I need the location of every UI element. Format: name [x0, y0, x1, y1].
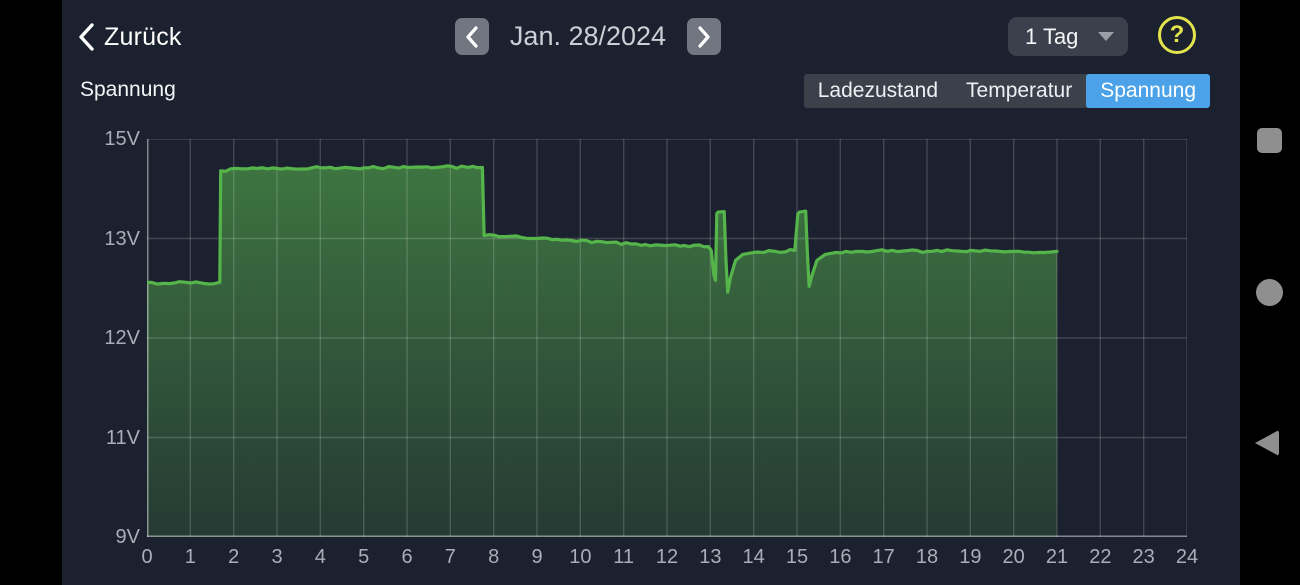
x-tick-label: 22 — [1089, 546, 1112, 568]
date-prev-button[interactable] — [455, 18, 489, 55]
chevron-down-icon — [1098, 32, 1114, 41]
x-tick-label: 20 — [1002, 546, 1025, 568]
x-tick-label: 17 — [872, 546, 895, 568]
back-button-label: Zurück — [104, 22, 182, 51]
app-panel: Zurück Jan. 28/2024 1 Tag ? Spannung Lad… — [62, 0, 1240, 585]
voltage-chart-svg — [145, 138, 1188, 538]
x-tick-label: 24 — [1175, 546, 1199, 568]
android-nav-bar — [1240, 0, 1300, 585]
y-tick-label: 9V — [115, 526, 140, 548]
x-tick-label: 7 — [444, 546, 456, 568]
date-label: Jan. 28/2024 — [509, 21, 667, 51]
x-tick-label: 18 — [915, 546, 939, 568]
y-tick-label: 11V — [105, 426, 140, 449]
tab-spannung[interactable]: Spannung — [1086, 74, 1210, 108]
x-tick-label: 3 — [271, 546, 283, 568]
x-tick-label: 0 — [141, 546, 153, 568]
recents-square-icon[interactable] — [1257, 128, 1282, 153]
date-next-button[interactable] — [687, 18, 721, 55]
x-tick-label: 12 — [655, 546, 679, 568]
tab-temperatur[interactable]: Temperatur — [966, 79, 1073, 102]
x-tick-label: 2 — [228, 546, 240, 568]
x-tick-label: 8 — [488, 546, 500, 568]
x-tick-label: 1 — [184, 546, 196, 568]
x-tick-label: 16 — [829, 546, 852, 568]
x-tick-label: 23 — [1132, 546, 1155, 568]
help-button[interactable]: ? — [1158, 16, 1196, 54]
home-circle-icon[interactable] — [1256, 279, 1283, 306]
y-tick-label: 15V — [104, 128, 140, 150]
tab-ladezustand[interactable]: Ladezustand — [817, 79, 939, 102]
x-axis-labels: 0 1 2 3 4 5 6 7 8 9 10 11 12 13 14 15 16 17 18 19 20 21 22 23 24 — [141, 546, 1198, 572]
question-mark-icon: ? — [1169, 21, 1185, 48]
x-tick-label: 13 — [699, 546, 722, 568]
back-triangle-icon[interactable] — [1255, 430, 1279, 456]
metric-tabs: Ladezustand Temperatur Spannung — [803, 74, 1210, 108]
chevron-left-icon — [79, 23, 94, 51]
x-tick-label: 21 — [1045, 546, 1069, 568]
x-tick-label: 9 — [531, 546, 543, 568]
x-tick-label: 14 — [742, 546, 765, 568]
x-tick-label: 15 — [785, 546, 809, 568]
x-tick-label: 10 — [569, 546, 592, 568]
voltage-chart — [145, 138, 1188, 538]
time-range-value: 1 Tag — [1025, 23, 1079, 49]
x-tick-label: 5 — [358, 546, 370, 568]
x-tick-label: 19 — [959, 546, 982, 568]
time-range-select[interactable]: 1 Tag — [1008, 17, 1128, 56]
back-button[interactable]: Zurück — [78, 18, 182, 56]
x-tick-label: 6 — [401, 546, 413, 568]
y-tick-label: 12V — [104, 327, 140, 349]
x-tick-label: 11 — [613, 546, 635, 568]
chevron-left-icon — [466, 25, 478, 48]
y-axis-labels: 15V 13V 12V 11V 9V — [62, 129, 140, 547]
y-tick-label: 13V — [104, 227, 140, 250]
chart-title: Spannung — [80, 78, 176, 101]
x-tick-label: 4 — [314, 546, 326, 568]
chevron-right-icon — [698, 25, 710, 48]
